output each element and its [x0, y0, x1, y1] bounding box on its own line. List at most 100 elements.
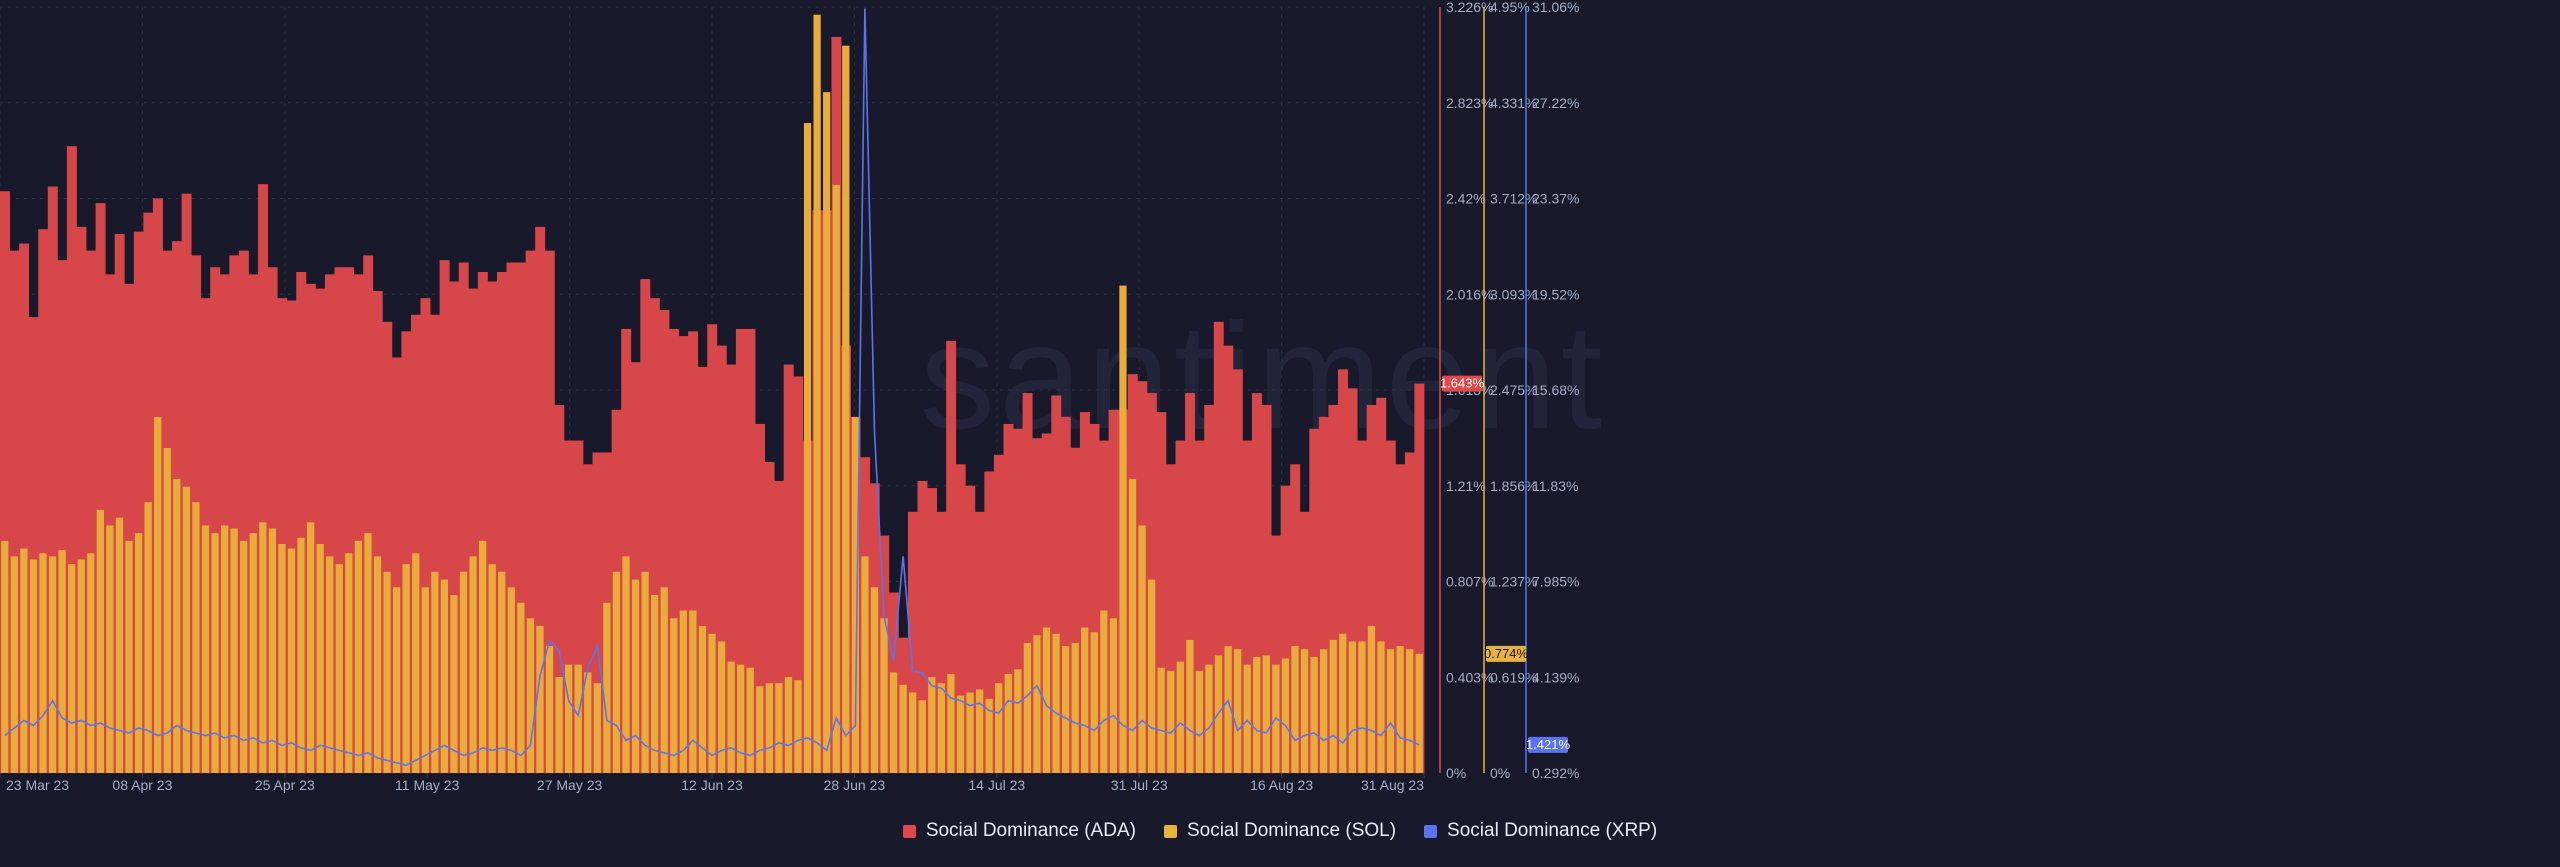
sol-bar [278, 543, 286, 773]
ada-bar [1213, 321, 1224, 773]
sol-bar [1406, 649, 1414, 773]
ada-bar [1414, 383, 1425, 773]
sol-bar [1090, 632, 1098, 773]
ada-bar [516, 262, 527, 773]
sol-bar [679, 610, 687, 773]
ada-bar [1165, 464, 1176, 773]
x-tick-label: 16 Aug 23 [1250, 777, 1313, 793]
sol-bar [899, 684, 907, 773]
sol-bar [115, 517, 124, 773]
ada-bar [114, 233, 125, 773]
sol-bar [593, 683, 601, 773]
sol-bar [459, 571, 468, 773]
ada-bar [420, 298, 431, 773]
xrp-line [4, 8, 1420, 767]
sol-bar [1, 540, 9, 773]
sol-bar [421, 587, 429, 773]
current-value-badge-sol: 0.774% [1484, 645, 1528, 662]
sol-bar [775, 683, 783, 773]
ada-bar [1051, 395, 1062, 773]
sol-bar [134, 533, 143, 773]
ada-bar [1404, 452, 1415, 773]
ada-bar [993, 454, 1004, 773]
ada-bar [506, 262, 517, 773]
sol-bar [440, 579, 449, 773]
ada-bar [1108, 409, 1119, 773]
ada-bar [1366, 404, 1377, 773]
ada-bar [1376, 397, 1387, 773]
ada-bar [334, 267, 345, 773]
axes: 0%0.403%0.807%1.21%1.613%2.016%2.42%2.82… [1439, 0, 1579, 781]
sol-bar [966, 692, 974, 773]
ada-bar [9, 250, 20, 774]
sol-bar [1023, 643, 1032, 773]
ada-bar [19, 243, 30, 773]
sol-bar [48, 556, 57, 773]
sol-bar [201, 525, 210, 773]
y-tick-label-ada: 2.42% [1446, 191, 1486, 207]
sol-bar [1358, 641, 1366, 773]
ada-bar [936, 511, 947, 773]
sol-bar [918, 700, 926, 773]
sol-bar [287, 548, 296, 773]
sol-bar [517, 602, 525, 773]
ada-bar [793, 376, 804, 773]
ada-bar [66, 146, 77, 774]
ada-bar [745, 328, 756, 773]
sol-bar [268, 528, 277, 773]
sol-bar [1339, 633, 1347, 773]
social-dominance-chart: 0%0.403%0.807%1.21%1.613%2.016%2.42%2.82… [0, 0, 1579, 793]
sol-bar [1176, 661, 1184, 773]
ada-bar [258, 184, 268, 774]
ada-bar [764, 461, 775, 773]
y-tick-label-xrp: 19.52% [1532, 286, 1579, 302]
sol-bar [1281, 658, 1290, 773]
x-tick-label: 08 Apr 23 [112, 777, 172, 793]
ada-bar [649, 298, 660, 773]
ada-bar [372, 290, 383, 773]
ada-bar [1156, 412, 1167, 773]
ada-bar [458, 262, 469, 773]
ada-bar [439, 260, 450, 773]
sol-bar [985, 698, 993, 773]
legend-label-ada: Social Dominance (ADA) [925, 820, 1136, 841]
x-tick-label: 12 Jun 23 [681, 777, 743, 793]
ada-bar [554, 404, 565, 773]
sol-bar [851, 417, 859, 773]
legend-item-sol[interactable]: Social Dominance (SOL) [1163, 820, 1396, 842]
sol-bar [498, 571, 506, 773]
ada-bar [468, 288, 479, 773]
x-tick-label: 14 Jul 23 [968, 777, 1025, 793]
y-tick-label-ada: 0.807% [1446, 574, 1493, 590]
sol-bar [1109, 618, 1118, 773]
sol-bar [259, 522, 267, 773]
ada-bar [1070, 447, 1081, 773]
ada-bar [229, 255, 240, 773]
legend-item-xrp[interactable]: Social Dominance (XRP) [1424, 820, 1657, 842]
sol-bar [383, 571, 391, 773]
ada-bar [1328, 404, 1339, 773]
sol-bar [1157, 667, 1165, 773]
ada-bar [76, 226, 87, 774]
y-tick-label-ada: 3.226% [1446, 0, 1493, 15]
y-tick-label-xrp: 15.68% [1532, 382, 1579, 398]
sol-bar [1243, 664, 1251, 773]
sol-bar [708, 633, 716, 773]
x-tick-label: 23 Mar 23 [6, 777, 69, 793]
y-tick-label-sol: 3.093% [1490, 286, 1537, 302]
ada-bar [296, 271, 307, 773]
ada-bar [277, 298, 288, 773]
sol-bar [746, 667, 754, 773]
ada-bar [487, 281, 498, 773]
sol-bar [1128, 478, 1137, 773]
ada-bar [592, 452, 603, 773]
sol-bar [536, 625, 544, 773]
legend-item-ada[interactable]: Social Dominance (ADA) [902, 820, 1136, 842]
sol-bar [1147, 579, 1156, 773]
ada-bar [286, 300, 297, 773]
x-tick-label: 11 May 23 [395, 777, 460, 793]
sol-bar [947, 673, 955, 773]
ada-bar [181, 193, 192, 774]
ada-bar [573, 440, 584, 773]
sol-bar [1329, 639, 1337, 773]
